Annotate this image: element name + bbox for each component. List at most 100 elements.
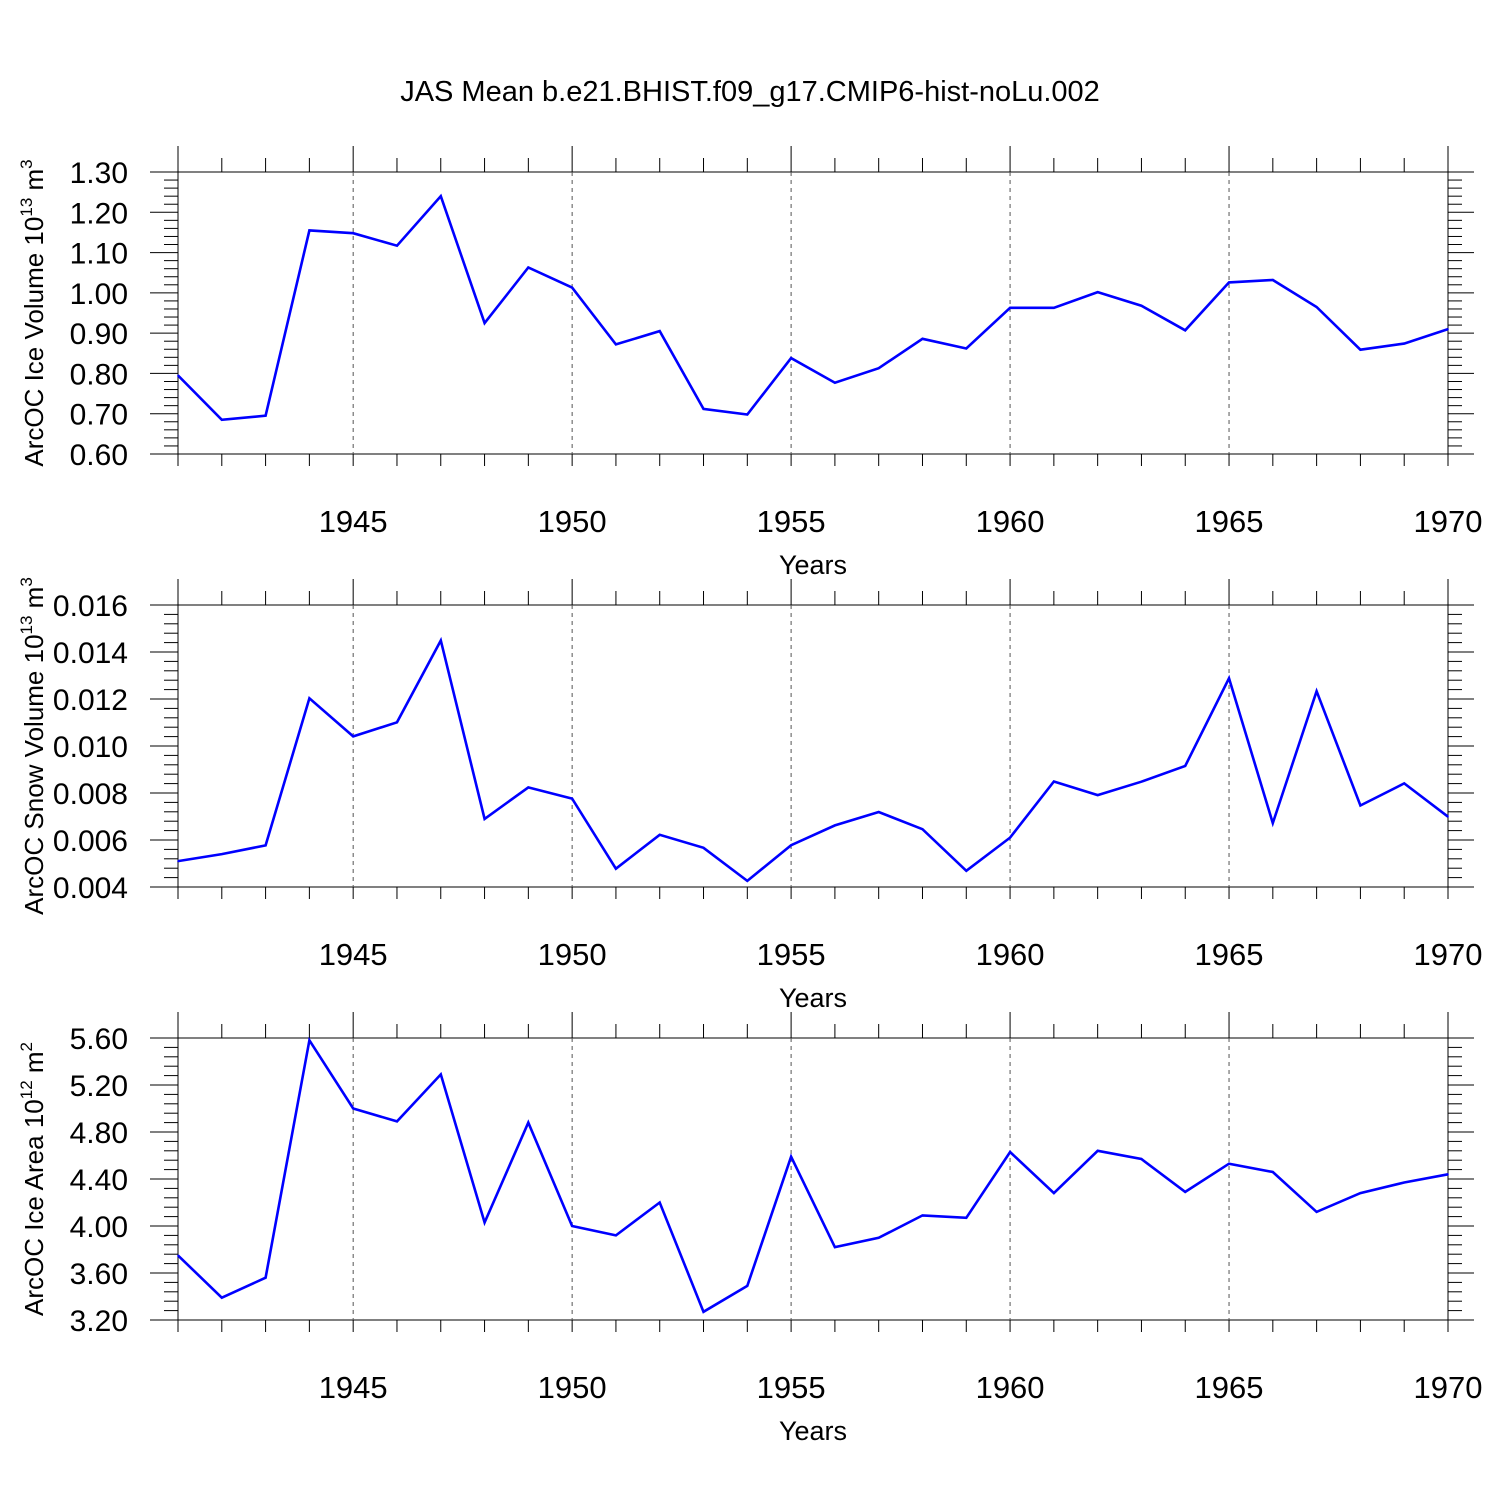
data-point xyxy=(396,244,398,247)
data-point xyxy=(702,846,705,849)
series-line xyxy=(177,193,1449,422)
data-point xyxy=(177,374,179,377)
y-axis-label: ArcOC Ice Area 1012 m2 xyxy=(17,1042,49,1316)
y-tick-label: 1.30 xyxy=(70,157,128,190)
data-point xyxy=(1315,306,1318,308)
x-tick-label: 1955 xyxy=(757,1370,826,1405)
data-point xyxy=(1403,342,1406,345)
data-point xyxy=(702,408,705,410)
data-point xyxy=(308,1039,311,1042)
data-point xyxy=(1009,1151,1011,1153)
y-tick-label: 0.80 xyxy=(70,358,128,391)
data-point xyxy=(746,413,749,416)
x-tick-label: 1970 xyxy=(1414,1370,1483,1405)
x-tick-label: 1950 xyxy=(538,937,607,972)
data-point xyxy=(352,735,354,738)
data-point xyxy=(177,860,179,862)
chart-panel-2: 0.004 0.006 0.008 0.010 0.012 0.014 0.016 1945 1… xyxy=(17,577,1482,1013)
data-point xyxy=(1096,291,1099,293)
chart-panel-3: 3.20 3.60 4.00 4.40 4.80 5.20 5.60 1945 1950 1955… xyxy=(17,1012,1482,1446)
data-point xyxy=(658,1201,661,1204)
y-tick-label: 1.20 xyxy=(70,197,128,230)
data-point xyxy=(220,1296,223,1299)
data-point xyxy=(308,229,311,232)
data-point xyxy=(834,824,836,827)
x-tick-label: 1950 xyxy=(538,1370,607,1405)
x-tick-label: 1970 xyxy=(1414,937,1483,972)
x-tick-label: 1955 xyxy=(757,504,826,539)
data-point xyxy=(1447,328,1449,330)
series-line xyxy=(177,1036,1449,1314)
data-point xyxy=(1228,1162,1230,1165)
chart-title: JAS Mean b.e21.BHIST.f09_g17.CMIP6-hist-… xyxy=(400,76,1100,108)
data-point xyxy=(877,811,880,813)
data-point xyxy=(396,721,398,724)
data-point xyxy=(1184,329,1187,332)
data-point xyxy=(965,869,968,872)
data-point xyxy=(439,639,442,642)
data-point xyxy=(834,381,836,384)
y-axis-label: ArcOC Ice Volume 1013 m3 xyxy=(17,159,49,466)
data-point xyxy=(483,1221,486,1224)
y-tick-label: 3.20 xyxy=(70,1305,128,1338)
x-tick-label: 1965 xyxy=(1195,1370,1264,1405)
chart-panel-1: 0.60 0.70 0.80 0.90 1.00 1.10 1.20 1.30 1945 1950… xyxy=(17,146,1482,580)
data-point xyxy=(1053,306,1055,309)
data-point xyxy=(1053,1192,1055,1194)
x-tick-label: 1960 xyxy=(976,504,1045,539)
data-point xyxy=(264,844,267,847)
data-point xyxy=(483,818,486,820)
data-point xyxy=(264,1276,267,1279)
x-tick-label: 1945 xyxy=(319,1370,388,1405)
series-line xyxy=(177,636,1449,883)
y-tick-label: 0.014 xyxy=(53,637,128,670)
data-point xyxy=(571,286,573,289)
data-point xyxy=(1315,1211,1318,1213)
y-tick-label: 0.60 xyxy=(70,439,128,472)
y-tick-label: 4.00 xyxy=(70,1211,128,1244)
data-point xyxy=(1272,822,1274,824)
y-tick-label: 3.60 xyxy=(70,1258,128,1291)
data-point xyxy=(1447,1173,1449,1176)
data-point xyxy=(877,1236,880,1239)
data-point xyxy=(352,232,354,235)
y-tick-label: 0.012 xyxy=(53,684,128,717)
y-tick-label: 4.40 xyxy=(70,1164,128,1197)
y-tick-label: 0.004 xyxy=(53,872,128,905)
data-point xyxy=(1053,780,1055,783)
data-point xyxy=(615,867,617,870)
x-tick-label: 1950 xyxy=(538,504,607,539)
data-point xyxy=(352,1107,354,1110)
data-point xyxy=(965,347,968,350)
data-point xyxy=(1096,794,1099,796)
y-tick-label: 0.016 xyxy=(53,590,128,623)
data-point xyxy=(790,844,792,846)
data-point xyxy=(220,418,223,421)
data-point xyxy=(1184,765,1187,767)
data-point xyxy=(658,834,661,836)
data-point xyxy=(1403,782,1406,785)
data-point xyxy=(1272,279,1274,281)
data-point xyxy=(571,797,573,800)
x-axis-label: Years xyxy=(779,550,847,580)
data-point xyxy=(615,343,617,346)
data-point xyxy=(1228,677,1230,680)
x-tick-label: 1945 xyxy=(319,504,388,539)
data-point xyxy=(877,367,880,369)
x-tick-label: 1965 xyxy=(1195,937,1264,972)
y-tick-label: 5.60 xyxy=(70,1023,128,1056)
data-point xyxy=(1096,1150,1099,1152)
data-point xyxy=(527,266,530,269)
data-point xyxy=(439,1073,442,1076)
x-axis-label: Years xyxy=(779,983,847,1013)
data-point xyxy=(1140,304,1143,307)
x-tick-label: 1960 xyxy=(976,937,1045,972)
x-tick-label: 1965 xyxy=(1195,504,1264,539)
data-point xyxy=(1140,780,1143,783)
data-point xyxy=(921,828,924,830)
data-point xyxy=(527,1121,530,1124)
data-point xyxy=(396,1120,398,1123)
data-point xyxy=(834,1246,836,1248)
x-tick-label: 1970 xyxy=(1414,504,1483,539)
y-tick-label: 0.008 xyxy=(53,778,128,811)
